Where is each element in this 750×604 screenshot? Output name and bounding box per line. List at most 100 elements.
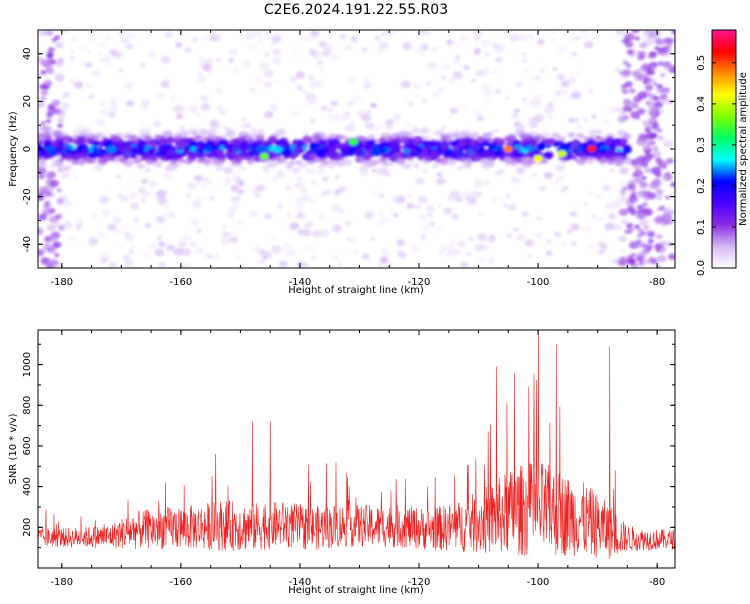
- heatmap-cell: [647, 238, 654, 244]
- heatmap-cell: [626, 228, 633, 234]
- heatmap-cell: [249, 210, 258, 218]
- heatmap-cell: [296, 85, 304, 91]
- heatmap-cell: [195, 69, 204, 76]
- heatmap-cell: [305, 167, 315, 175]
- heatmap-cell: [264, 52, 270, 57]
- heatmap-cell: [602, 184, 611, 192]
- heatmap-cell: [120, 195, 129, 202]
- heatmap-cell: [144, 167, 152, 173]
- heatmap-cell: [476, 115, 484, 122]
- heatmap-cell: [583, 41, 594, 49]
- heatmap-cell: [671, 30, 675, 35]
- heatmap-cell: [410, 245, 420, 253]
- heatmap-cell: [611, 200, 622, 208]
- heatmap-cell: [271, 235, 278, 241]
- heatmap-cell: [49, 163, 55, 168]
- heatmap-cell: [664, 215, 672, 221]
- heatmap-cell: [522, 220, 527, 224]
- heatmap-cell: [519, 134, 528, 141]
- heatmap-cell: [47, 47, 54, 53]
- heatmap-cell: [58, 225, 65, 231]
- heatmap-cell: [508, 34, 519, 42]
- heatmap-cell: [348, 138, 359, 146]
- heatmap-cell: [143, 252, 151, 259]
- heatmap-cell: [335, 175, 340, 179]
- heatmap-cell: [665, 159, 672, 165]
- heatmap-cell: [99, 232, 108, 238]
- colorbar-frame: [711, 29, 737, 269]
- heatmap-cell: [303, 130, 309, 136]
- heatmap-cell: [252, 245, 262, 253]
- heatmap-cell: [655, 233, 663, 240]
- heatmap-cell: [280, 139, 286, 143]
- heatmap-cell: [602, 150, 612, 158]
- heatmap-cell: [534, 75, 542, 81]
- heatmap-cell: [480, 244, 490, 252]
- heatmap-cell: [273, 146, 282, 153]
- heatmap-cell: [670, 182, 675, 187]
- heatmap-cell: [263, 81, 273, 89]
- heatmap-cell: [530, 99, 541, 108]
- heatmap-cell: [521, 210, 530, 217]
- heatmap-cell: [324, 189, 332, 195]
- heatmap-cell: [431, 46, 438, 52]
- heatmap-cell: [439, 157, 449, 165]
- heatmap-cell: [503, 145, 513, 153]
- heatmap-cell: [620, 209, 628, 216]
- heatmap-cell: [530, 142, 538, 149]
- heatmap-cell: [555, 175, 564, 182]
- heatmap-cell: [57, 123, 64, 128]
- heatmap-cell: [347, 151, 355, 157]
- heatmap-cell: [494, 170, 502, 176]
- heatmap-cell: [236, 163, 242, 168]
- heatmap-cell: [613, 155, 623, 163]
- heatmap-cell: [178, 241, 187, 248]
- heatmap-cell: [494, 137, 505, 145]
- heatmap-cell: [65, 116, 70, 121]
- heatmap-cell: [348, 78, 355, 83]
- heatmap-cell: [641, 175, 647, 181]
- heatmap-cell: [570, 241, 577, 247]
- heatmap-cell: [443, 151, 450, 158]
- heatmap-cell: [140, 178, 149, 185]
- heatmap-cell: [539, 68, 546, 73]
- heatmap-cell: [115, 174, 122, 179]
- heatmap-cell: [637, 108, 646, 115]
- heatmap-cell: [146, 50, 157, 59]
- heatmap-cell: [180, 248, 191, 256]
- heatmap-cell: [307, 97, 318, 106]
- heatmap-cell: [644, 122, 654, 130]
- heatmap-cell: [545, 144, 551, 149]
- heatmap-cell: [451, 249, 461, 257]
- heatmap-cell: [237, 181, 245, 187]
- heatmap-cell: [54, 253, 60, 258]
- heatmap-cell: [125, 260, 134, 267]
- spectrogram-xlabel: Height of straight line (km): [288, 285, 424, 296]
- heatmap-cell: [430, 150, 441, 159]
- heatmap-cell: [416, 154, 424, 160]
- heatmap-cell: [638, 212, 648, 220]
- heatmap-cell: [613, 224, 622, 231]
- heatmap-cell: [273, 79, 281, 86]
- heatmap-cell: [263, 110, 274, 119]
- heatmap-cell: [528, 117, 536, 123]
- heatmap-cell: [434, 225, 443, 233]
- heatmap-cell: [90, 170, 96, 174]
- heatmap-cell: [461, 32, 471, 41]
- spectrogram-xtick-label: -180: [50, 277, 73, 288]
- heatmap-cell: [472, 108, 482, 116]
- heatmap-cell: [659, 240, 667, 246]
- heatmap-cell: [40, 121, 46, 125]
- heatmap-cell: [644, 167, 652, 174]
- heatmap-cell: [196, 195, 204, 202]
- heatmap-cell: [614, 68, 620, 73]
- heatmap-cell: [56, 188, 62, 193]
- heatmap-cell: [407, 194, 413, 199]
- heatmap-cell: [213, 159, 223, 167]
- heatmap-cell: [665, 195, 671, 200]
- heatmap-cell: [54, 35, 61, 40]
- heatmap-cell: [191, 200, 202, 209]
- heatmap-cell: [459, 190, 470, 199]
- heatmap-cell: [413, 203, 422, 210]
- heatmap-cell: [485, 142, 492, 147]
